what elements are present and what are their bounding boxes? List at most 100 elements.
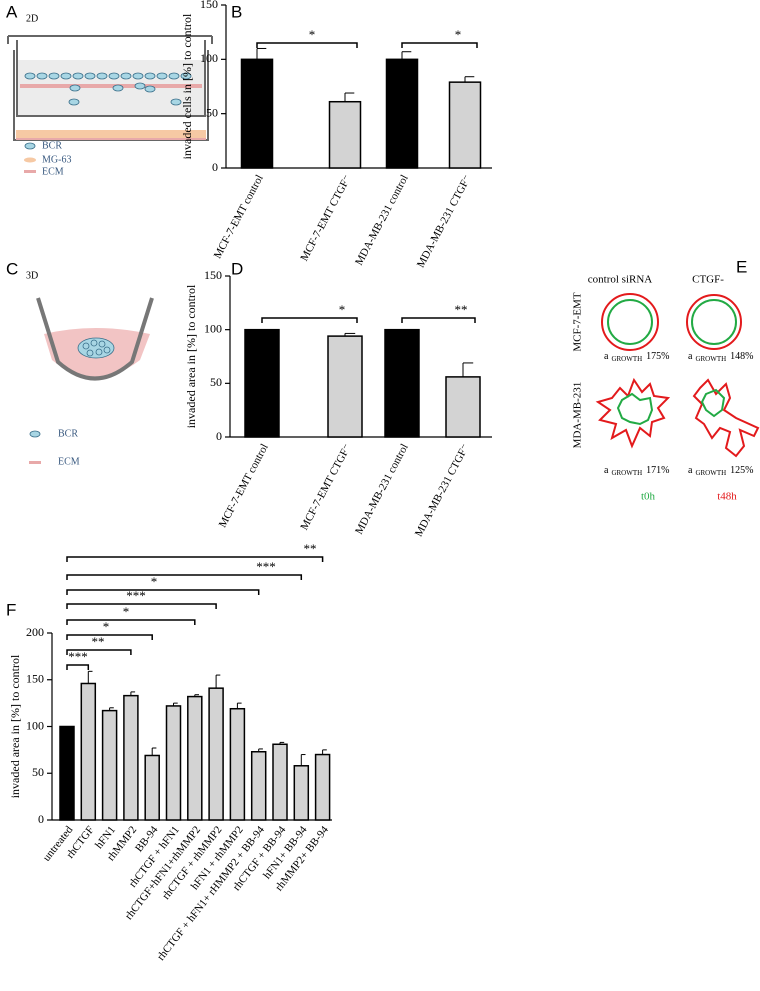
y-tick-label: 50 — [206, 105, 218, 119]
bar — [328, 100, 362, 169]
significance-label: ** — [304, 541, 317, 556]
timepoint: t48h — [717, 491, 737, 503]
significance-label: * — [455, 27, 462, 42]
significance-bracket — [256, 42, 358, 48]
bar — [244, 328, 280, 438]
legend-label: ECM — [58, 456, 80, 467]
growth-label: a GROWTH 171% — [604, 465, 670, 476]
row-label: MDA-MB-231 — [572, 382, 584, 449]
bar — [384, 328, 420, 438]
growth-value: 175% — [646, 351, 669, 362]
significance-label: * — [339, 302, 346, 317]
significance-bracket — [66, 556, 324, 562]
bar — [445, 376, 481, 438]
bar — [314, 753, 331, 821]
y-tick-label: 0 — [212, 160, 218, 174]
y-tick-label: 150 — [204, 268, 222, 282]
x-tick-label: MDA-MB-231 control — [353, 173, 411, 267]
growth-prefix: a — [604, 465, 609, 476]
panel-label: F — [6, 600, 16, 619]
y-tick-label: 100 — [26, 718, 44, 732]
row-label: MCF-7-EMT — [572, 292, 584, 352]
y-tick-label: 200 — [26, 625, 44, 639]
panel-label: E — [736, 257, 747, 276]
x-tick-label: MCF-7-EMT control — [212, 173, 266, 261]
legend-label: BCR — [42, 140, 62, 151]
growth-label: a GROWTH 148% — [688, 351, 754, 362]
significance-label: * — [103, 619, 110, 634]
x-tick-label: MCF-7-EMT CTGF⁻ — [298, 173, 354, 263]
growth-prefix: a — [688, 351, 693, 362]
significance-label: ** — [92, 634, 105, 649]
growth-prefix: a — [604, 351, 609, 362]
growth-subscript: GROWTH — [611, 355, 642, 363]
bar — [293, 765, 310, 821]
bar — [229, 707, 246, 821]
bar — [272, 743, 288, 821]
subtitle: 3D — [26, 270, 38, 281]
x-tick-label: MDA-MB-231 CTGF⁻ — [415, 173, 474, 270]
growth-value: 148% — [730, 351, 753, 362]
bar — [59, 725, 75, 821]
panel-label: C — [6, 259, 18, 278]
x-tick-label: MCF-7-EMT CTGF⁻ — [298, 442, 354, 532]
spheroid-diagram: 3D BCR ECM — [26, 270, 154, 467]
legend-label: ECM — [42, 166, 64, 177]
bar — [250, 750, 267, 821]
bar — [327, 335, 363, 438]
growth-diagram: control siRNA CTGF- MCF-7-EMT MDA-MB-231… — [572, 274, 760, 503]
x-tick-label: MCF-7-EMT control — [217, 442, 271, 530]
y-tick-label: 150 — [26, 672, 44, 686]
y-tick-label: 50 — [32, 765, 44, 779]
y-tick-label: 0 — [216, 429, 222, 443]
y-tick-label: 100 — [200, 51, 218, 65]
growth-subscript: GROWTH — [695, 355, 726, 363]
bar — [165, 705, 182, 821]
significance-bracket — [66, 603, 217, 609]
significance-bracket — [66, 649, 132, 655]
growth-label: a GROWTH 175% — [604, 351, 670, 362]
significance-bracket — [66, 634, 153, 640]
growth-value: 171% — [646, 465, 669, 476]
column-label: CTGF- — [692, 274, 724, 286]
timepoint: t0h — [641, 491, 656, 503]
bar — [385, 58, 419, 169]
subtitle: 2D — [26, 13, 38, 24]
transwell-diagram: 2D BCR MG-63 ECM — [7, 13, 213, 177]
y-tick-label: 100 — [204, 321, 222, 335]
x-tick-label: MDA-MB-231 CTGF⁻ — [413, 442, 472, 539]
significance-label: *** — [256, 559, 276, 574]
column-label: control siRNA — [588, 274, 653, 286]
y-tick-label: 150 — [200, 0, 218, 11]
bar — [208, 687, 224, 821]
x-tick-label: MDA-MB-231 control — [353, 442, 411, 536]
significance-bracket — [401, 42, 478, 48]
significance-label: * — [123, 604, 130, 619]
bar — [448, 81, 482, 169]
y-tick-label: 50 — [210, 375, 222, 389]
significance-bracket — [66, 589, 260, 595]
legend-label: MG-63 — [42, 154, 71, 165]
significance-bracket — [66, 619, 196, 625]
significance-label: * — [309, 27, 316, 42]
significance-bracket — [66, 664, 90, 670]
bar — [240, 58, 274, 169]
bar — [187, 695, 203, 821]
significance-bracket — [261, 317, 358, 323]
bar — [123, 694, 139, 821]
growth-subscript: GROWTH — [695, 469, 726, 477]
legend-label: BCR — [58, 428, 78, 439]
panel-label: D — [231, 259, 243, 278]
significance-bracket — [401, 317, 476, 323]
bar — [101, 709, 118, 821]
significance-label: *** — [68, 649, 88, 664]
bar — [144, 754, 160, 821]
growth-subscript: GROWTH — [611, 469, 642, 477]
y-tick-label: 0 — [38, 812, 44, 826]
y-axis-label: invaded area in [%] to control — [8, 654, 22, 798]
significance-label: * — [151, 574, 158, 589]
significance-bracket — [66, 574, 303, 580]
growth-prefix: a — [688, 465, 693, 476]
panel-label: B — [231, 2, 242, 21]
